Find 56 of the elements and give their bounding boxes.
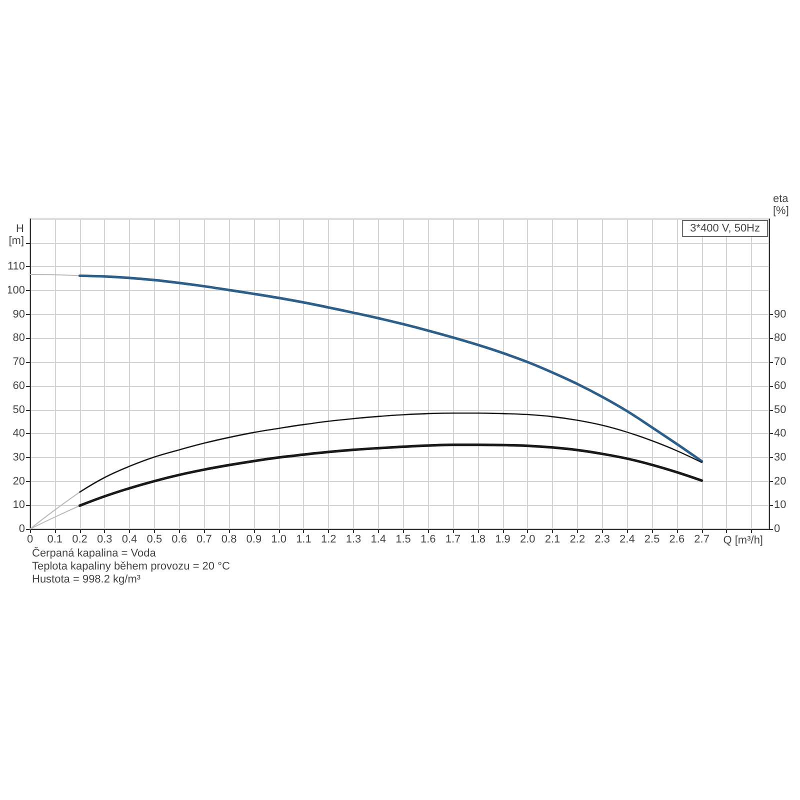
y2-tick-label: 90 — [774, 308, 786, 320]
x-tick-label: 1.2 — [320, 534, 336, 546]
y2-tick-label: 30 — [774, 451, 786, 464]
y2-tick-label: 80 — [774, 332, 786, 344]
y2-tick-label: 70 — [774, 356, 786, 368]
y-axis-title: H [m] — [8, 223, 24, 247]
y-tick-label: 90 — [12, 308, 25, 320]
y2-tick-label: 0 — [774, 523, 780, 535]
y-tick-label: 20 — [12, 475, 25, 488]
x-tick-label: 1.8 — [470, 534, 486, 546]
text: Čerpaná kapalina = Voda — [32, 546, 157, 560]
x-tick-label: 0.5 — [146, 534, 162, 546]
x-tick-label: 2.4 — [620, 534, 635, 546]
text: Teplota kapaliny během provozu = 20 °C — [32, 560, 230, 572]
x-tick-label: 1.4 — [370, 534, 386, 546]
chart-title: 3*400 V, 50Hz — [690, 222, 760, 234]
y-tick-label: 70 — [12, 356, 25, 368]
y2-tick-label: 60 — [774, 380, 786, 392]
x-tick-label: 1.6 — [420, 534, 436, 546]
x-tick-label: 0.2 — [72, 534, 88, 546]
y2-tick-label: 20 — [774, 475, 786, 488]
x-tick-label: 0.1 — [47, 534, 63, 546]
x-tick-label: 2.3 — [594, 534, 610, 546]
x-tick-label: 2.5 — [644, 534, 660, 546]
x-tick-label: 1.7 — [445, 534, 461, 546]
x-tick-label: 0 — [26, 534, 34, 546]
x-tick-label: 1.3 — [346, 534, 362, 546]
y-tick-label: 40 — [12, 428, 25, 440]
x-axis-title: Q [m³/h] — [723, 534, 763, 546]
x-tick-label: 1.5 — [396, 534, 411, 546]
x-tick-label: 0.6 — [172, 534, 187, 546]
y2-tick-label: 40 — [774, 428, 786, 440]
x-tick-label: 2.7 — [694, 534, 710, 546]
y-tick-label: 50 — [12, 404, 25, 416]
y-tick-label: 110 — [7, 260, 25, 273]
x-tick-label: 2.2 — [570, 534, 586, 546]
y2-tick-label: 50 — [774, 404, 786, 416]
x-tick-label: 2.1 — [544, 534, 560, 546]
y-tick-label: 80 — [12, 332, 25, 344]
x-tick-label: 2.0 — [520, 534, 536, 546]
x-tick-label: 2.6 — [669, 534, 685, 546]
y2-tick-label: 10 — [774, 499, 786, 512]
y2-axis-title: eta [%] — [773, 193, 790, 217]
x-tick-label: 0.8 — [221, 534, 237, 546]
x-tick-label: 1.1 — [296, 534, 312, 546]
y-tick-label: 30 — [12, 451, 25, 464]
x-tick-label: 1.0 — [271, 534, 286, 546]
y-tick-label: 60 — [12, 380, 25, 392]
x-tick-label: 1.9 — [495, 534, 510, 546]
x-tick-label: 0.4 — [122, 534, 138, 546]
text: Hustota = 998.2 kg/m³ — [32, 574, 141, 586]
x-tick-label: 0.7 — [196, 534, 212, 546]
y-tick-label: 0 — [18, 523, 25, 535]
x-tick-label: 0.3 — [97, 534, 112, 546]
y-tick-label: 10 — [12, 499, 25, 512]
x-tick-label: 0.9 — [246, 534, 262, 546]
